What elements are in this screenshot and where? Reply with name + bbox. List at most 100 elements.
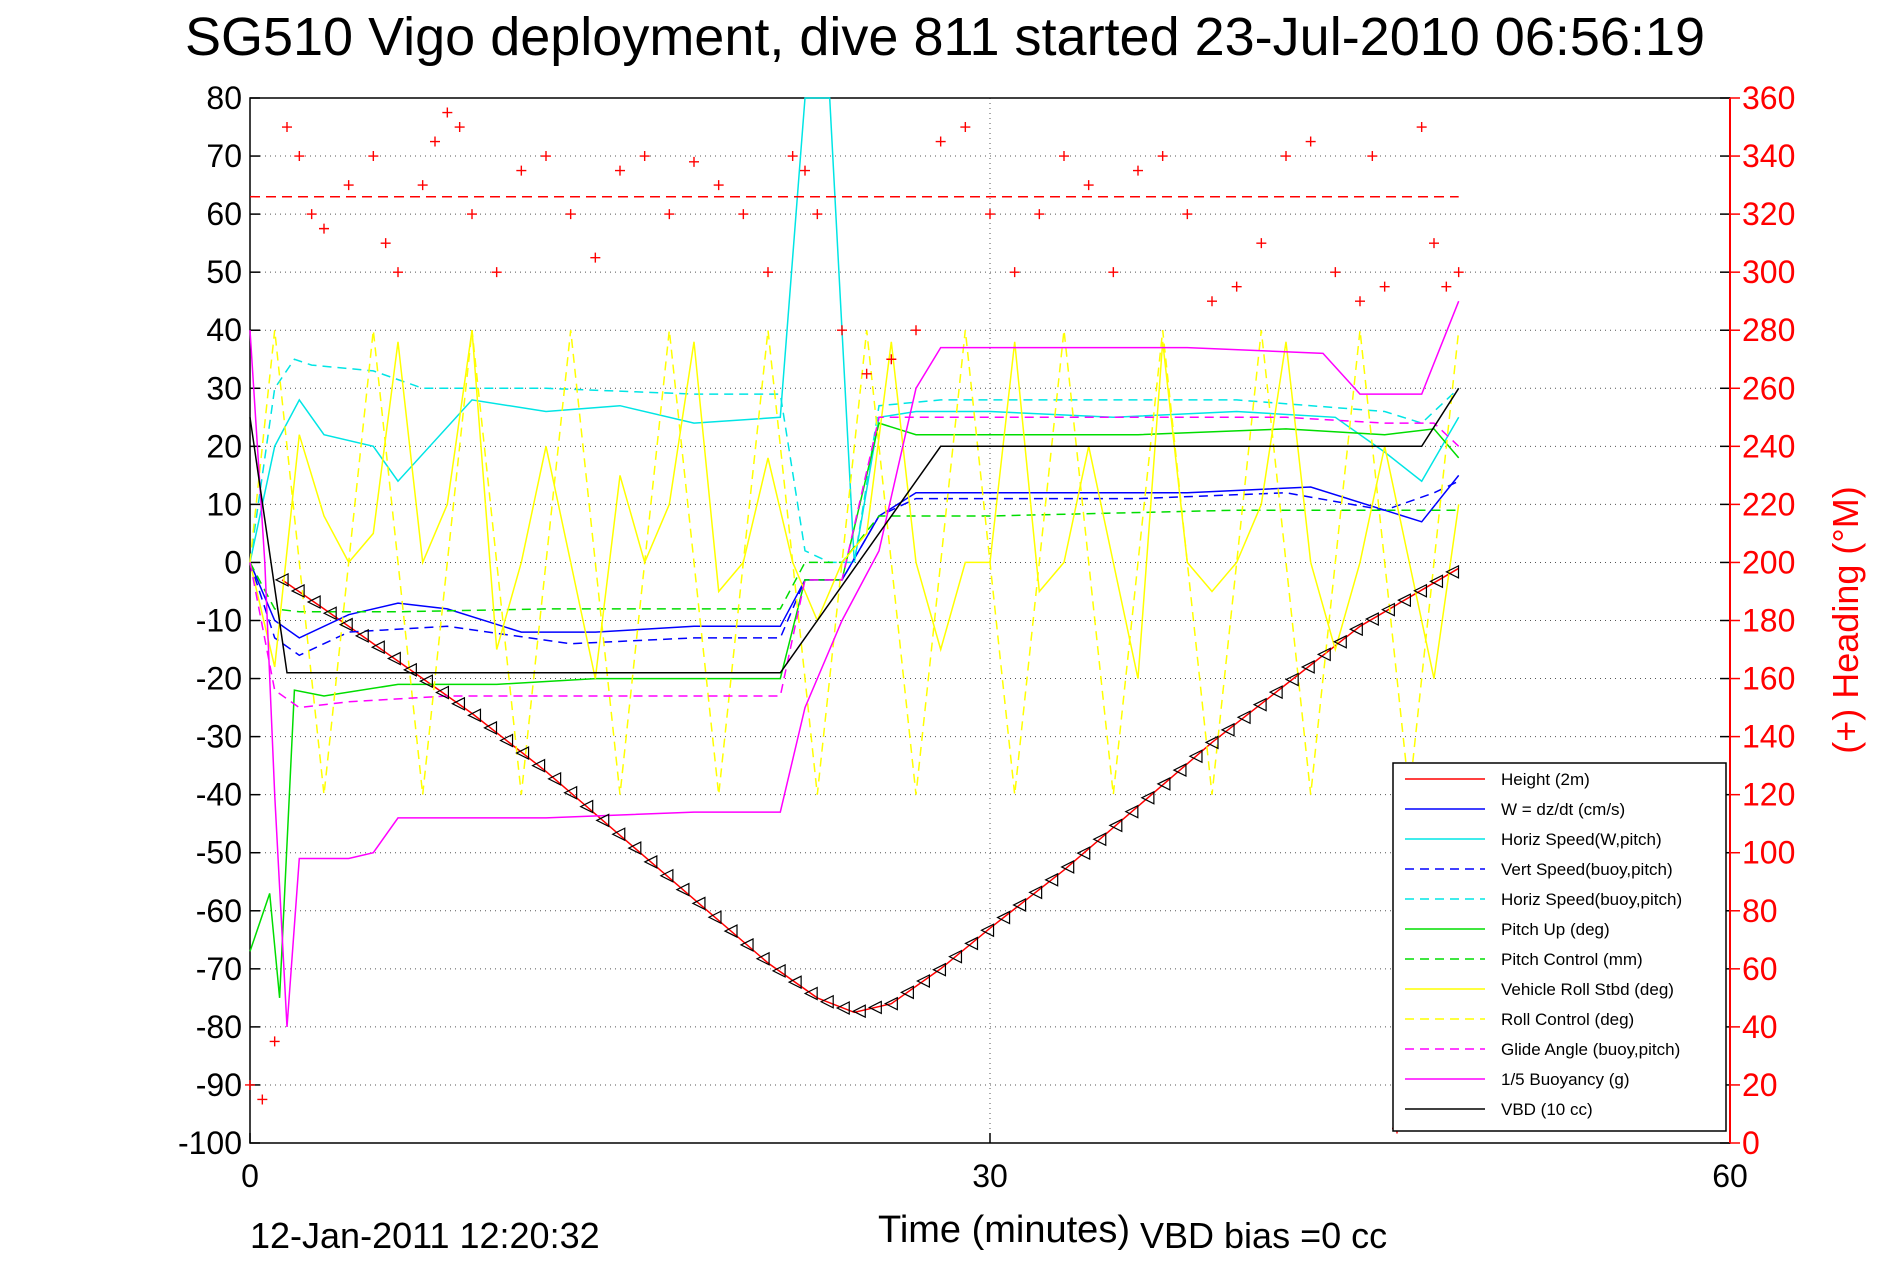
depth-marker xyxy=(1332,634,1347,649)
heading-point xyxy=(1330,267,1341,278)
heading-point xyxy=(590,252,601,263)
depth-marker xyxy=(547,771,562,786)
heading-point xyxy=(491,267,502,278)
depth-marker xyxy=(948,949,963,964)
y2-tick-label: 280 xyxy=(1742,312,1795,348)
legend-label-w-dz-dt-cm-s: W = dz/dt (cm/s) xyxy=(1501,800,1625,819)
depth-marker xyxy=(1092,832,1107,847)
heading-point xyxy=(516,165,527,176)
depth-marker xyxy=(932,962,947,977)
depth-marker xyxy=(306,595,321,610)
depth-marker xyxy=(707,910,722,925)
heading-point xyxy=(454,122,465,133)
depth-marker xyxy=(451,696,466,711)
left-y-axis: 80 70 60 50 40 30 20 10 0 -10 -20 -30 -40 -50 -60 -70 -8… xyxy=(178,80,1730,1161)
legend-label-pitch-up-deg: Pitch Up (deg) xyxy=(1501,920,1610,939)
depth-markers xyxy=(274,564,1460,1019)
depth-marker xyxy=(723,924,738,939)
heading-point xyxy=(343,180,354,191)
heading-point xyxy=(245,1079,255,1090)
legend: Height (2m) W = dz/dt (cm/s) Horiz Speed(W… xyxy=(1392,762,1727,1132)
depth-marker xyxy=(755,951,770,966)
x-tick-label: 0 xyxy=(241,1158,259,1194)
heading-point xyxy=(713,180,724,191)
y2-tick-label: 120 xyxy=(1742,777,1795,813)
heading-point xyxy=(800,165,810,176)
y2-tick-label: 220 xyxy=(1742,486,1795,522)
depth-marker xyxy=(531,758,546,773)
legend-label-horiz-speed-buoy-pitch: Horiz Speed(buoy,pitch) xyxy=(1501,890,1682,909)
heading-point xyxy=(467,209,477,220)
series-1-5-buoyancy-g xyxy=(249,300,1460,1027)
depth-marker xyxy=(1348,622,1363,637)
heading-point xyxy=(1429,238,1439,249)
y2-tick-label: 260 xyxy=(1742,370,1795,406)
depth-marker xyxy=(370,640,385,655)
y2-tick-label: 0 xyxy=(1742,1125,1760,1161)
heading-point xyxy=(565,209,576,220)
heading-point xyxy=(1256,238,1267,249)
depth-marker xyxy=(1140,790,1155,805)
heading-point xyxy=(985,209,995,220)
depth-marker xyxy=(322,606,337,621)
series-layer xyxy=(245,97,1464,1134)
depth-marker xyxy=(467,708,482,723)
depth-marker xyxy=(980,923,995,938)
depth-marker xyxy=(483,720,498,735)
depth-marker xyxy=(835,1001,850,1015)
depth-marker xyxy=(595,813,610,828)
y-tick-label: 80 xyxy=(206,80,242,116)
y2-tick-label: 160 xyxy=(1742,661,1795,697)
depth-marker xyxy=(1413,583,1428,598)
depth-marker xyxy=(338,617,353,632)
heading-point xyxy=(886,354,897,365)
y2-tick-label: 100 xyxy=(1742,835,1795,871)
y-tick-label: -100 xyxy=(178,1125,242,1161)
depth-marker xyxy=(402,662,417,677)
y-tick-label: 0 xyxy=(224,544,242,580)
legend-label-vbd-10-cc: VBD (10 cc) xyxy=(1501,1100,1593,1119)
heading-point xyxy=(1305,136,1316,147)
depth-marker xyxy=(627,841,642,856)
chart-title: SG510 Vigo deployment, dive 811 started … xyxy=(185,7,1705,67)
series-pitch-control-mm xyxy=(249,509,1459,613)
heading-point xyxy=(639,151,650,162)
depth-marker xyxy=(1300,659,1315,674)
y2-tick-label: 80 xyxy=(1742,893,1778,929)
heading-point xyxy=(1441,281,1452,292)
legend-label-roll-control-deg: Roll Control (deg) xyxy=(1501,1010,1634,1029)
heading-point xyxy=(1379,281,1390,292)
legend-label-vert-speed-buoy-pitch: Vert Speed(buoy,pitch) xyxy=(1501,860,1673,879)
depth-marker xyxy=(996,910,1011,925)
depth-marker xyxy=(1252,697,1267,712)
legend-box xyxy=(1392,762,1727,1132)
heading-point xyxy=(935,136,946,147)
y-tick-label: 10 xyxy=(206,486,242,522)
y2-tick-label: 240 xyxy=(1742,428,1795,464)
heading-point xyxy=(541,151,551,162)
depth-marker xyxy=(579,799,594,814)
y2-tick-label: 180 xyxy=(1742,603,1795,639)
heading-point xyxy=(380,238,391,249)
heading-point xyxy=(615,165,625,176)
depth-marker xyxy=(883,996,898,1011)
heading-point xyxy=(812,209,823,220)
depth-marker xyxy=(803,986,818,1001)
heading-point xyxy=(1453,267,1464,278)
depth-marker xyxy=(771,963,786,978)
depth-marker xyxy=(643,854,658,869)
heading-point xyxy=(1108,267,1119,278)
depth-marker xyxy=(1364,612,1379,627)
heading-point xyxy=(1182,209,1193,220)
heading-point xyxy=(1281,151,1291,162)
heading-point xyxy=(306,209,317,220)
heading-point xyxy=(1083,180,1094,191)
series-roll-control-deg xyxy=(249,330,1460,795)
y-tick-label: 30 xyxy=(206,370,242,406)
depth-marker xyxy=(1445,564,1460,579)
y-tick-label: -90 xyxy=(196,1067,242,1103)
series-vehicle-roll-stbd-deg xyxy=(249,330,1460,679)
depth-marker xyxy=(1284,672,1299,687)
depth-marker xyxy=(787,975,802,990)
depth-marker xyxy=(515,746,530,761)
